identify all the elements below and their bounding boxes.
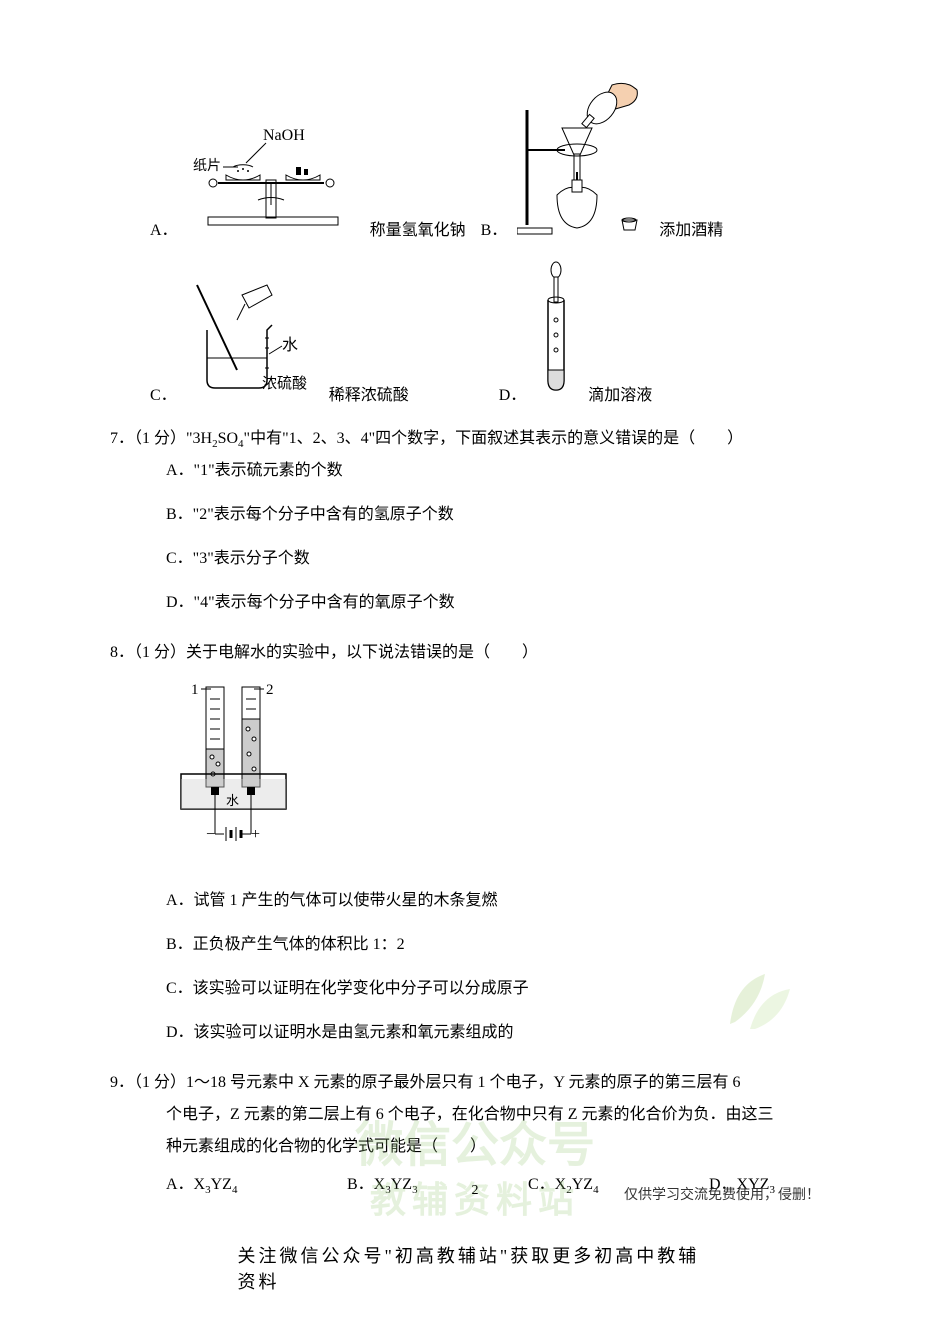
- svg-text:水: 水: [226, 793, 239, 808]
- q8-diagram: 1 2 水: [166, 679, 840, 871]
- footer: 关注微信公众号"初高教辅站"获取更多初高中教辅资料: [238, 1242, 713, 1294]
- disclaimer: 仅供学习交流免费使用，侵删！: [624, 1184, 820, 1204]
- q9-line1: 9．（1 分）1～18 号元素中 X 元素的原子最外层只有 1 个电子，Y 元素…: [110, 1067, 840, 1099]
- q6-C-image: 水 浓硫酸: [187, 280, 317, 405]
- q6-A-image: NaOH 纸片: [188, 125, 358, 240]
- acid-label: 浓硫酸: [262, 375, 307, 392]
- q7-option-A: A．"1"表示硫元素的个数: [166, 455, 840, 487]
- q6-A-letter: A．: [150, 216, 178, 240]
- q6-D-letter: D．: [499, 381, 527, 405]
- question-7: 7．（1 分）"3H2SO4"中有"1、2、3、4"四个数字，下面叙述其表示的意…: [110, 423, 840, 619]
- q6-figure-A: A． NaOH 纸片: [150, 125, 466, 240]
- question-9: 9．（1 分）1～18 号元素中 X 元素的原子最外层只有 1 个电子，Y 元素…: [110, 1067, 840, 1201]
- q7-option-D: D．"4"表示每个分子中含有的氧原子个数: [166, 587, 840, 619]
- q9-line2: 个电子，Z 元素的第二层上有 6 个电子，在化合物中只有 Z 元素的化合价为负．…: [166, 1099, 840, 1131]
- q6-A-caption: 称量氢氧化钠: [370, 216, 466, 240]
- q8-stem: 8．（1 分）关于电解水的实验中，以下说法错误的是（ ）: [110, 637, 840, 669]
- svg-text:2: 2: [266, 682, 274, 698]
- q7-options: A．"1"表示硫元素的个数 B．"2"表示每个分子中含有的氢原子个数 C．"3"…: [166, 455, 840, 619]
- q6-B-caption: 添加酒精: [659, 216, 723, 240]
- q6-D-image: [536, 260, 576, 405]
- page-number: 2: [472, 1183, 479, 1199]
- q6-figure-C: C． 水 浓硫酸 稀释浓硫酸: [150, 280, 409, 405]
- q6-figure-D: D． 滴加溶液: [499, 260, 653, 405]
- svg-text:1: 1: [191, 682, 199, 698]
- q6-D-caption: 滴加溶液: [588, 381, 652, 405]
- q7-option-C: C．"3"表示分子个数: [166, 543, 840, 575]
- svg-text:+: +: [251, 826, 260, 843]
- q6-figure-row-2: C． 水 浓硫酸 稀释浓硫酸 D．: [150, 260, 840, 405]
- q6-B-image: [517, 80, 647, 240]
- q6-C-letter: C．: [150, 381, 177, 405]
- q6-figure-B: B．: [481, 80, 724, 240]
- water-label: 水: [282, 336, 298, 354]
- q6-C-caption: 稀释浓硫酸: [329, 381, 409, 405]
- leaf-watermark-icon: [710, 954, 800, 1044]
- q7-option-B: B．"2"表示每个分子中含有的氢原子个数: [166, 499, 840, 531]
- q9-option-A: A．X3YZ4: [166, 1169, 297, 1201]
- q6-figure-row-1: A． NaOH 纸片: [150, 80, 840, 240]
- q6-B-letter: B．: [481, 216, 508, 240]
- q9-line3: 种元素组成的化合物的化学式可能是（ ）: [166, 1131, 840, 1163]
- q7-stem: 7．（1 分）"3H2SO4"中有"1、2、3、4"四个数字，下面叙述其表示的意…: [110, 423, 840, 455]
- q9-option-B: B．X3YZ3: [347, 1169, 478, 1201]
- svg-text:−: −: [206, 826, 215, 843]
- naoh-label: NaOH: [263, 127, 305, 144]
- paper-label: 纸片: [193, 158, 221, 174]
- q8-option-A: A．试管 1 产生的气体可以使带火星的木条复燃: [166, 885, 840, 917]
